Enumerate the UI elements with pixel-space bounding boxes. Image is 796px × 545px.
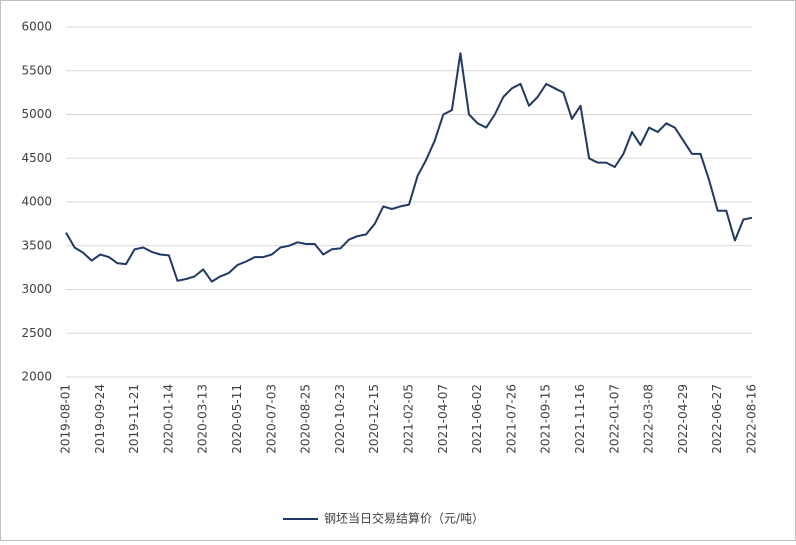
x-tick-label: 2020-12-15 [367,384,381,454]
x-tick-label: 2020-01-14 [161,384,175,454]
y-tick-label: 3500 [21,238,52,252]
x-tick-label: 2022-06-27 [710,384,724,454]
x-tick-label: 2021-02-05 [402,384,416,454]
x-tick-label: 2020-08-25 [299,384,313,454]
y-tick-label: 3000 [21,282,52,296]
y-tick-label: 2500 [21,326,52,340]
y-tick-label: 5000 [21,107,52,121]
x-tick-label: 2020-03-13 [196,384,210,454]
y-tick-label: 4000 [21,195,52,209]
series-line [65,52,753,283]
x-tick-label: 2020-10-23 [333,384,347,454]
y-tick-label: 4500 [21,151,52,165]
x-tick-label: 2019-08-01 [59,384,73,454]
x-tick-label: 2021-04-07 [436,384,450,454]
x-tick-label: 2022-08-16 [745,384,759,454]
x-tick-label: 2021-06-02 [470,384,484,454]
x-tick-label: 2022-03-08 [642,384,656,454]
x-tick-label: 2021-07-26 [504,384,518,454]
x-tick-label: 2021-11-16 [573,384,587,454]
y-tick-label: 5500 [21,63,52,77]
y-tick-label: 2000 [21,370,52,384]
x-tick-label: 2022-01-07 [607,384,621,454]
legend-label: 钢坯当日交易结算价（元/吨） [324,511,484,526]
y-tick-label: 6000 [21,20,52,34]
x-tick-label: 2021-09-15 [539,384,553,454]
x-tick-label: 2019-09-24 [93,384,107,454]
x-tick-label: 2022-04-29 [676,384,690,454]
x-tick-label: 2020-07-03 [264,384,278,454]
x-tick-label: 2020-05-11 [230,384,244,454]
x-tick-label: 2019-11-21 [127,384,141,454]
